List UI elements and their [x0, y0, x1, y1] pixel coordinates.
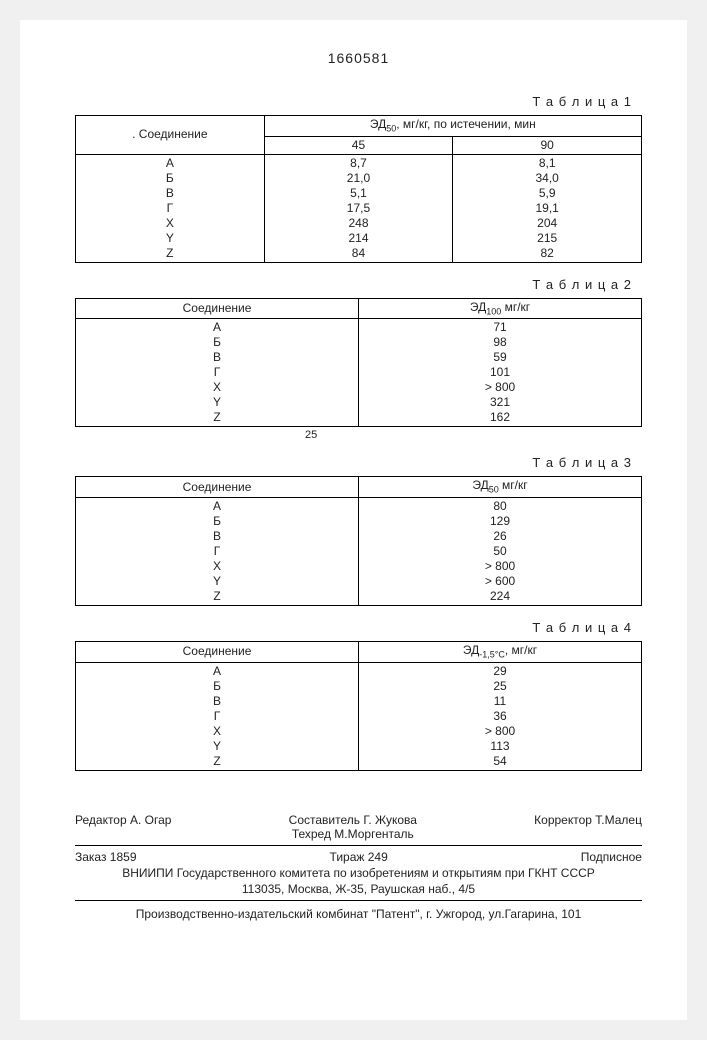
org-address: 113035, Москва, Ж-35, Раушская наб., 4/5: [75, 882, 642, 896]
table1: . Соединение ЭД50, мг/кг, по истечении, …: [75, 115, 642, 263]
document-number: 1660581: [75, 50, 642, 66]
table4-label: Т а б л и ц а 4: [75, 620, 632, 635]
credits-block: Редактор А. Огар Составитель Г. Жукова Т…: [75, 813, 642, 921]
table2-label: Т а б л и ц а 2: [75, 277, 632, 292]
t3-col2-header: ЭД50 мг/кг: [359, 477, 642, 498]
table-cell: 719859101> 800321162: [359, 319, 642, 427]
table2: Соединение ЭД100 мг/кг АБВГXYZ719859101>…: [75, 298, 642, 428]
stray-25: 25: [305, 429, 642, 441]
table1-label: Т а б л и ц а 1: [75, 94, 632, 109]
table-cell: 8,134,05,919,120421582: [453, 154, 642, 262]
table-cell: АБВГXYZ: [76, 497, 359, 605]
table-cell: 29251136> 80011354: [359, 662, 642, 770]
t2-col1-header: Соединение: [76, 298, 359, 319]
printer-info: Производственно-издательский комбинат "П…: [75, 907, 642, 921]
t4-col2-header: ЭД-1,5°C, мг/кг: [359, 641, 642, 662]
table3: Соединение ЭД50 мг/кг АБВГXYZ801292650> …: [75, 476, 642, 606]
table-cell: 801292650> 800> 600224: [359, 497, 642, 605]
t1-sub-90: 90: [453, 136, 642, 154]
table-cell: 8,721,05,117,524821484: [264, 154, 453, 262]
subscription: Подписное: [581, 850, 642, 864]
t4-col1-header: Соединение: [76, 641, 359, 662]
compiler: Составитель Г. Жукова: [289, 813, 417, 827]
t2-col2-header: ЭД100 мг/кг: [359, 298, 642, 319]
t3-col1-header: Соединение: [76, 477, 359, 498]
table-cell: АБВГXYZ: [76, 154, 265, 262]
techred: Техред М.Моргенталь: [292, 827, 414, 841]
t1-col1-header: . Соединение: [76, 116, 265, 155]
t1-span-header: ЭД50, мг/кг, по истечении, мин: [264, 116, 641, 137]
table3-label: Т а б л и ц а 3: [75, 455, 632, 470]
t1-sub-45: 45: [264, 136, 453, 154]
corrector: Корректор Т.Малец: [534, 813, 642, 841]
editor: Редактор А. Огар: [75, 813, 171, 841]
table-cell: АБВГXYZ: [76, 319, 359, 427]
table-cell: АБВГXYZ: [76, 662, 359, 770]
table4: Соединение ЭД-1,5°C, мг/кг АБВГXYZ292511…: [75, 641, 642, 771]
divider2: [75, 900, 642, 901]
divider1: [75, 845, 642, 846]
tirage: Тираж 249: [330, 850, 388, 864]
order-number: Заказ 1859: [75, 850, 137, 864]
org-name: ВНИИПИ Государственного комитета по изоб…: [75, 866, 642, 880]
